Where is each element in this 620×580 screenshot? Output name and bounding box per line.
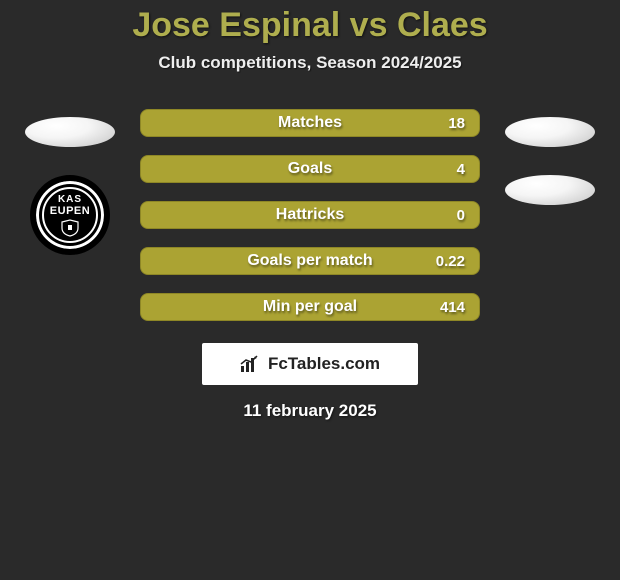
- eupen-badge-icon: KAS EUPEN: [30, 175, 110, 255]
- attribution-badge: FcTables.com: [202, 343, 418, 385]
- right-logos-column: [500, 109, 600, 205]
- stat-label: Min per goal: [263, 298, 357, 316]
- stat-label: Matches: [278, 114, 342, 132]
- subtitle: Club competitions, Season 2024/2025: [0, 53, 620, 73]
- eupen-badge-inner: KAS EUPEN: [42, 187, 98, 243]
- title-vs: vs: [350, 6, 388, 44]
- left-logos-column: KAS EUPEN: [20, 109, 120, 255]
- stat-value: 0.22: [436, 253, 465, 270]
- stat-value: 4: [457, 161, 465, 178]
- stat-value: 18: [448, 115, 465, 132]
- stat-row-matches: Matches 18: [140, 109, 480, 137]
- title-player1: Jose Espinal: [132, 6, 340, 44]
- team-logo-placeholder-2: [505, 117, 595, 147]
- stat-row-goals-per-match: Goals per match 0.22: [140, 247, 480, 275]
- stat-value: 414: [440, 299, 465, 316]
- stat-value: 0: [457, 207, 465, 224]
- stats-column: Matches 18 Goals 4 Hattricks 0 Goals per…: [140, 109, 480, 321]
- team-logo-placeholder-3: [505, 175, 595, 205]
- stat-row-hattricks: Hattricks 0: [140, 201, 480, 229]
- eupen-crest-icon: [60, 219, 80, 237]
- infographic-container: Jose Espinal vs Claes Club competitions,…: [0, 0, 620, 580]
- page-title: Jose Espinal vs Claes: [0, 6, 620, 45]
- fctables-logo-icon: [240, 355, 262, 373]
- badge-text-kas: KAS: [58, 194, 82, 205]
- stat-label: Goals per match: [247, 252, 372, 270]
- stat-row-goals: Goals 4: [140, 155, 480, 183]
- badge-text-eupen: EUPEN: [50, 205, 90, 217]
- attribution-text: FcTables.com: [268, 354, 380, 374]
- stat-label: Goals: [288, 160, 332, 178]
- stat-row-min-per-goal: Min per goal 414: [140, 293, 480, 321]
- date-text: 11 february 2025: [0, 401, 620, 421]
- main-row: KAS EUPEN Matches 18 Goals 4 Hattricks: [0, 109, 620, 321]
- stat-label: Hattricks: [276, 206, 344, 224]
- title-player2: Claes: [397, 6, 488, 44]
- team-logo-placeholder-1: [25, 117, 115, 147]
